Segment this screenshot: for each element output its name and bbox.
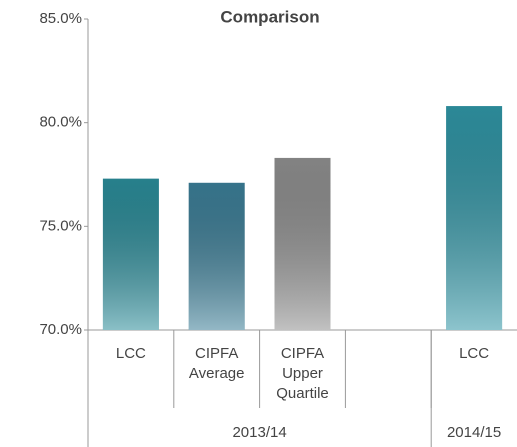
bar-shine [188, 182, 245, 330]
bar-shine [102, 178, 159, 330]
x-tick-label: CIPFA Upper Quartile [276, 345, 329, 402]
y-tick-label: 75.0% [39, 217, 82, 234]
y-tick-label: 85.0% [39, 10, 82, 27]
bar-shine [446, 106, 503, 330]
bar-shine [274, 157, 331, 330]
x-tick-label: LCC [115, 345, 146, 362]
chart-title: Comparison [220, 7, 319, 26]
y-tick-label: 70.0% [39, 321, 82, 338]
group-label: 2013/14 [232, 424, 286, 441]
x-tick-label: LCC [459, 345, 490, 362]
y-tick-label: 80.0% [39, 114, 82, 131]
group-label: 2014/15 [447, 424, 501, 441]
x-tick-label: CIPFA Average [188, 345, 245, 382]
